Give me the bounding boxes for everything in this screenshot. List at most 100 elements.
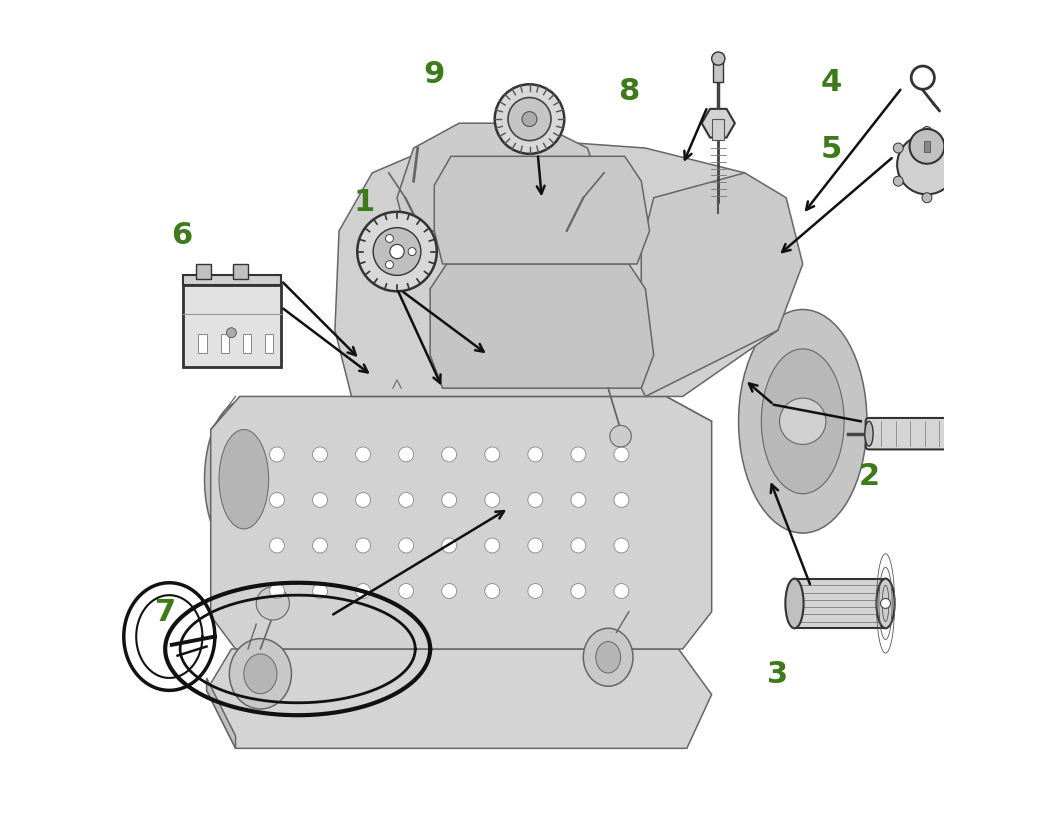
Circle shape — [442, 447, 456, 462]
Ellipse shape — [204, 401, 283, 558]
Circle shape — [398, 447, 414, 462]
Text: 9: 9 — [424, 60, 445, 89]
FancyBboxPatch shape — [865, 418, 955, 450]
Ellipse shape — [786, 579, 804, 629]
Circle shape — [485, 584, 500, 599]
Bar — [220, 335, 229, 353]
Circle shape — [527, 538, 543, 553]
Circle shape — [312, 584, 327, 599]
Text: 8: 8 — [618, 76, 640, 106]
Bar — [794, 579, 885, 629]
Circle shape — [522, 112, 537, 127]
Polygon shape — [702, 110, 735, 138]
Circle shape — [614, 493, 629, 508]
Circle shape — [269, 493, 285, 508]
Circle shape — [495, 85, 564, 155]
Circle shape — [269, 538, 285, 553]
Bar — [183, 285, 281, 368]
Bar — [183, 275, 281, 285]
Circle shape — [442, 584, 456, 599]
Ellipse shape — [761, 349, 844, 495]
Circle shape — [951, 144, 961, 154]
Circle shape — [269, 447, 285, 462]
Circle shape — [398, 493, 414, 508]
Circle shape — [527, 493, 543, 508]
Text: 1: 1 — [354, 188, 375, 218]
Polygon shape — [430, 265, 653, 389]
Circle shape — [894, 144, 903, 154]
Circle shape — [398, 538, 414, 553]
Circle shape — [527, 447, 543, 462]
Ellipse shape — [738, 310, 867, 533]
Circle shape — [312, 538, 327, 553]
Circle shape — [508, 98, 551, 141]
Circle shape — [779, 399, 826, 445]
Circle shape — [951, 177, 961, 187]
Circle shape — [910, 130, 945, 165]
Circle shape — [312, 493, 327, 508]
Circle shape — [398, 584, 414, 599]
Circle shape — [614, 447, 629, 462]
Ellipse shape — [244, 654, 277, 694]
Circle shape — [385, 261, 394, 270]
Ellipse shape — [948, 422, 956, 447]
Bar — [233, 265, 248, 280]
Circle shape — [897, 136, 956, 195]
Circle shape — [485, 493, 500, 508]
Circle shape — [357, 213, 436, 292]
Bar — [243, 335, 251, 353]
Circle shape — [571, 584, 586, 599]
Text: 7: 7 — [155, 597, 176, 627]
Circle shape — [385, 235, 394, 243]
Circle shape — [442, 538, 456, 553]
Circle shape — [485, 447, 500, 462]
Ellipse shape — [596, 642, 621, 673]
Polygon shape — [207, 649, 712, 748]
Circle shape — [614, 538, 629, 553]
Circle shape — [312, 447, 327, 462]
Ellipse shape — [230, 638, 291, 710]
Ellipse shape — [865, 422, 873, 447]
Circle shape — [408, 248, 416, 256]
Circle shape — [922, 127, 932, 137]
Circle shape — [571, 538, 586, 553]
Circle shape — [356, 447, 371, 462]
Text: 2: 2 — [859, 461, 880, 490]
Circle shape — [894, 177, 903, 187]
Text: 3: 3 — [768, 659, 789, 689]
Polygon shape — [642, 174, 803, 397]
Bar — [923, 141, 930, 153]
Ellipse shape — [877, 579, 895, 629]
Polygon shape — [397, 124, 604, 232]
Circle shape — [356, 493, 371, 508]
Text: 5: 5 — [821, 134, 842, 164]
Polygon shape — [207, 678, 235, 748]
Polygon shape — [211, 397, 712, 649]
Bar — [265, 335, 273, 353]
Bar — [198, 335, 207, 353]
Circle shape — [269, 584, 285, 599]
Ellipse shape — [219, 430, 269, 529]
Text: 6: 6 — [172, 221, 193, 251]
Circle shape — [881, 599, 891, 609]
Bar — [713, 120, 724, 141]
Bar — [196, 265, 211, 280]
Circle shape — [485, 538, 500, 553]
Circle shape — [614, 584, 629, 599]
Circle shape — [610, 426, 631, 447]
Bar — [714, 60, 723, 83]
Circle shape — [712, 53, 725, 66]
Circle shape — [527, 584, 543, 599]
Polygon shape — [434, 157, 649, 265]
Circle shape — [373, 228, 420, 276]
Ellipse shape — [584, 629, 633, 686]
Circle shape — [571, 447, 586, 462]
Circle shape — [922, 194, 932, 203]
Polygon shape — [335, 141, 786, 397]
Circle shape — [442, 493, 456, 508]
Circle shape — [571, 493, 586, 508]
Circle shape — [356, 584, 371, 599]
Circle shape — [356, 538, 371, 553]
Text: 4: 4 — [821, 68, 842, 98]
Circle shape — [227, 328, 236, 338]
